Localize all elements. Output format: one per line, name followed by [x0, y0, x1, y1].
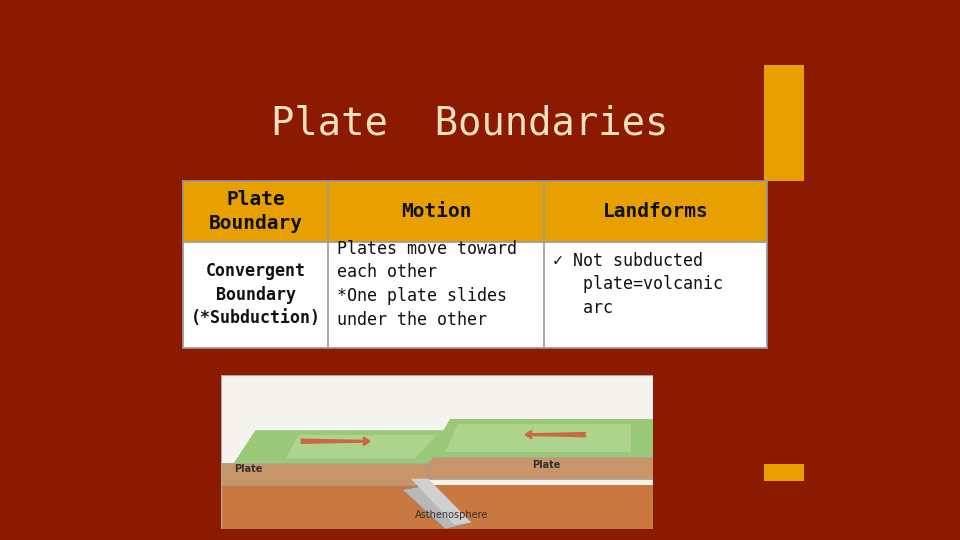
Text: Landforms: Landforms	[603, 202, 708, 221]
Polygon shape	[445, 424, 632, 453]
Text: ✓ Not subducted
   plate=volcanic
   arc: ✓ Not subducted plate=volcanic arc	[553, 252, 723, 317]
Text: Plate
Boundary: Plate Boundary	[208, 190, 302, 233]
Text: Plate: Plate	[532, 460, 561, 470]
Polygon shape	[221, 375, 653, 529]
Polygon shape	[221, 485, 653, 529]
FancyBboxPatch shape	[183, 241, 767, 348]
Text: Motion: Motion	[401, 202, 471, 221]
Polygon shape	[221, 463, 428, 485]
Polygon shape	[234, 430, 459, 463]
Polygon shape	[411, 478, 471, 525]
Polygon shape	[402, 485, 471, 529]
Polygon shape	[428, 457, 653, 478]
Polygon shape	[286, 435, 437, 459]
FancyBboxPatch shape	[763, 65, 804, 181]
Text: Convergent
Boundary
(*Subduction): Convergent Boundary (*Subduction)	[191, 262, 321, 327]
Text: Plates move toward
each other
*One plate slides
under the other: Plates move toward each other *One plate…	[337, 240, 517, 328]
Text: Plate  Boundaries: Plate Boundaries	[271, 104, 668, 142]
FancyBboxPatch shape	[763, 464, 804, 481]
FancyBboxPatch shape	[183, 181, 767, 241]
Polygon shape	[428, 419, 653, 457]
Text: Plate: Plate	[234, 464, 262, 474]
Text: Asthenosphere: Asthenosphere	[416, 510, 489, 520]
